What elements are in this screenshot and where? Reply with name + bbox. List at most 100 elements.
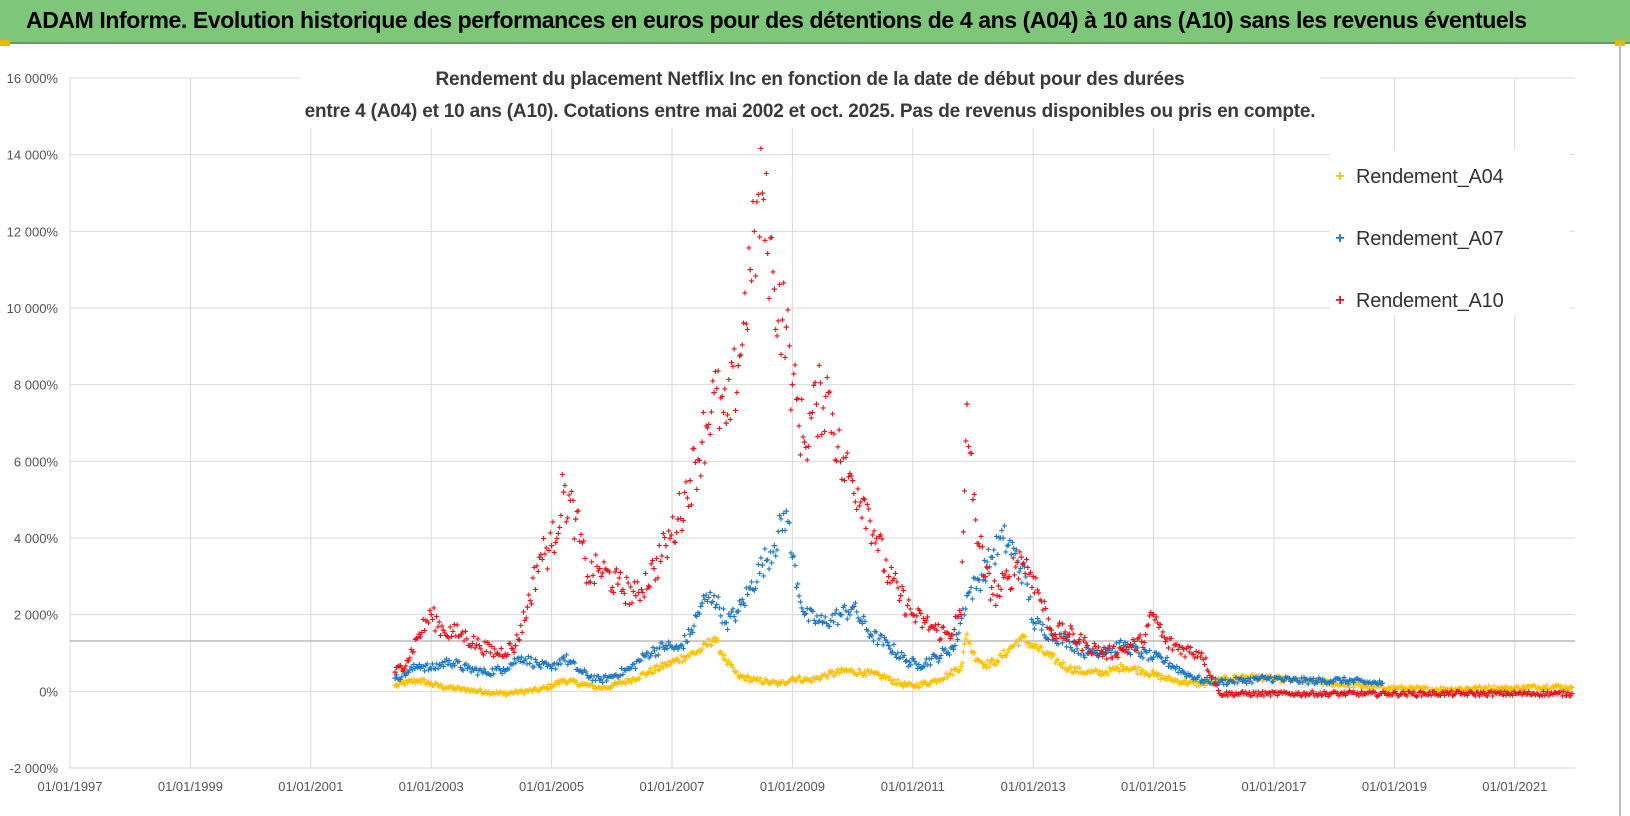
data-point: + xyxy=(928,661,934,672)
data-point: + xyxy=(1222,672,1228,683)
data-point: + xyxy=(646,654,652,665)
data-point: + xyxy=(494,664,500,675)
data-point: + xyxy=(711,633,717,645)
data-point: + xyxy=(557,656,563,667)
data-point: + xyxy=(817,616,823,627)
data-point: + xyxy=(510,689,516,700)
data-point: + xyxy=(1059,663,1065,674)
data-point: + xyxy=(1174,676,1180,687)
data-point: + xyxy=(470,686,476,697)
data-point: + xyxy=(554,680,560,691)
data-point: + xyxy=(695,608,701,619)
data-point: + xyxy=(399,678,405,689)
data-point: + xyxy=(617,568,623,579)
data-point: + xyxy=(492,664,498,675)
data-point: + xyxy=(1196,682,1202,693)
data-point: + xyxy=(1238,672,1244,683)
data-point: + xyxy=(590,676,596,687)
data-point: + xyxy=(462,661,468,672)
data-point: + xyxy=(531,685,537,696)
data-point: + xyxy=(882,633,888,644)
data-point: + xyxy=(452,685,458,696)
data-point: + xyxy=(467,688,473,699)
data-point: + xyxy=(1336,682,1342,693)
data-point: + xyxy=(1564,685,1570,696)
data-point: + xyxy=(913,659,919,670)
data-point: + xyxy=(866,633,872,644)
data-point: + xyxy=(815,618,821,629)
data-point: + xyxy=(476,687,482,698)
data-point: + xyxy=(657,665,663,676)
data-point: + xyxy=(529,600,535,611)
data-point: + xyxy=(979,542,985,553)
y-tick-label: 16 000% xyxy=(7,71,59,86)
data-point: + xyxy=(788,675,794,686)
data-point: + xyxy=(884,673,890,684)
data-point: + xyxy=(583,680,589,691)
data-point: + xyxy=(1104,668,1110,679)
data-point: + xyxy=(1444,685,1450,696)
data-point: + xyxy=(502,688,508,699)
data-point: + xyxy=(827,667,833,678)
data-point: + xyxy=(796,672,802,683)
data-point: + xyxy=(534,686,540,697)
data-point: + xyxy=(420,675,426,686)
data-point: + xyxy=(455,657,461,668)
data-point: + xyxy=(1200,678,1206,689)
data-point: + xyxy=(680,644,686,655)
data-point: + xyxy=(688,625,694,636)
data-point: + xyxy=(765,677,771,689)
data-point: + xyxy=(832,609,838,620)
data-point: + xyxy=(1021,633,1027,644)
data-point: + xyxy=(1312,680,1318,691)
data-point: + xyxy=(446,683,452,695)
data-point: + xyxy=(813,619,819,630)
data-point: + xyxy=(795,579,801,590)
data-point: + xyxy=(924,655,930,666)
data-point: + xyxy=(1033,573,1039,584)
data-point: + xyxy=(1072,664,1078,675)
data-point: + xyxy=(553,665,559,676)
data-point: + xyxy=(1324,676,1330,687)
data-point: + xyxy=(1377,680,1383,691)
data-point: + xyxy=(407,675,413,686)
data-point: + xyxy=(1396,683,1402,694)
data-point: + xyxy=(801,610,807,622)
data-point: + xyxy=(1475,683,1481,694)
data-point: + xyxy=(887,645,893,656)
data-point: + xyxy=(659,639,665,650)
data-point: + xyxy=(428,679,434,691)
data-point: + xyxy=(638,656,644,667)
data-point: + xyxy=(559,653,565,664)
data-point: + xyxy=(559,677,565,688)
data-point: + xyxy=(1265,673,1271,685)
data-point: + xyxy=(725,625,731,636)
data-point: + xyxy=(1109,664,1115,675)
data-point: + xyxy=(1008,642,1014,653)
data-point: + xyxy=(463,660,469,671)
data-point: + xyxy=(770,268,776,279)
data-point: + xyxy=(701,592,707,603)
data-point: + xyxy=(1107,664,1113,675)
data-point: + xyxy=(927,680,933,691)
data-point: + xyxy=(1411,683,1417,694)
data-point: + xyxy=(538,663,544,674)
data-point: + xyxy=(687,476,693,488)
data-point: + xyxy=(749,676,755,687)
data-point: + xyxy=(435,682,441,693)
data-point: + xyxy=(1125,664,1131,675)
data-point: + xyxy=(823,671,829,682)
data-point: + xyxy=(609,671,615,683)
data-point: + xyxy=(505,689,511,700)
data-point: + xyxy=(769,233,775,244)
data-point: + xyxy=(1197,679,1203,690)
data-point: + xyxy=(1120,661,1126,673)
data-point: + xyxy=(1539,684,1545,695)
data-point: + xyxy=(1426,687,1432,698)
data-point: + xyxy=(1034,644,1040,655)
data-point: + xyxy=(685,651,691,662)
data-point: + xyxy=(1483,683,1489,694)
data-point: + xyxy=(993,661,999,672)
data-point: + xyxy=(570,675,576,686)
data-point: + xyxy=(978,532,984,543)
